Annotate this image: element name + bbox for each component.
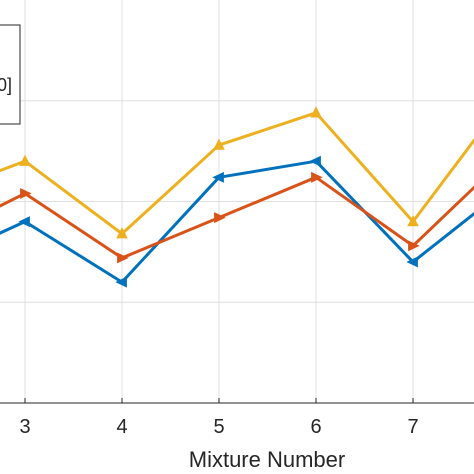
legend: 0] <box>0 24 21 125</box>
x-axis-label: Mixture Number <box>189 447 345 472</box>
series-3 <box>0 106 474 239</box>
x-tick-label: 6 <box>310 416 321 438</box>
x-tick-label: 7 <box>407 416 418 438</box>
axes <box>0 398 474 404</box>
series-1 <box>0 155 474 288</box>
series-3-point <box>310 106 322 118</box>
legend-entry-text: 0] <box>0 75 12 95</box>
series-1-point <box>115 276 127 288</box>
series-2 <box>0 171 474 264</box>
x-tick-label: 4 <box>116 416 127 438</box>
series-layer <box>0 106 474 288</box>
grid <box>0 0 474 403</box>
series-2-point <box>408 240 420 252</box>
series-1-point <box>212 171 224 183</box>
series-1-point <box>309 155 321 167</box>
series-3-point <box>213 138 225 150</box>
series-2-point <box>117 252 129 264</box>
series-3-point <box>116 227 128 239</box>
series-3-point <box>407 215 419 227</box>
series-3-point <box>19 154 31 166</box>
series-2-point <box>214 212 226 224</box>
series-2-point <box>20 187 32 199</box>
series-2-point <box>311 171 323 183</box>
x-tick-labels: 3 4 5 6 7 <box>19 416 418 438</box>
x-tick-label: 5 <box>213 416 224 438</box>
legend-box <box>0 24 21 125</box>
series-1-point <box>406 256 418 268</box>
series-1-point <box>18 216 30 228</box>
x-tick-label: 3 <box>19 416 30 438</box>
